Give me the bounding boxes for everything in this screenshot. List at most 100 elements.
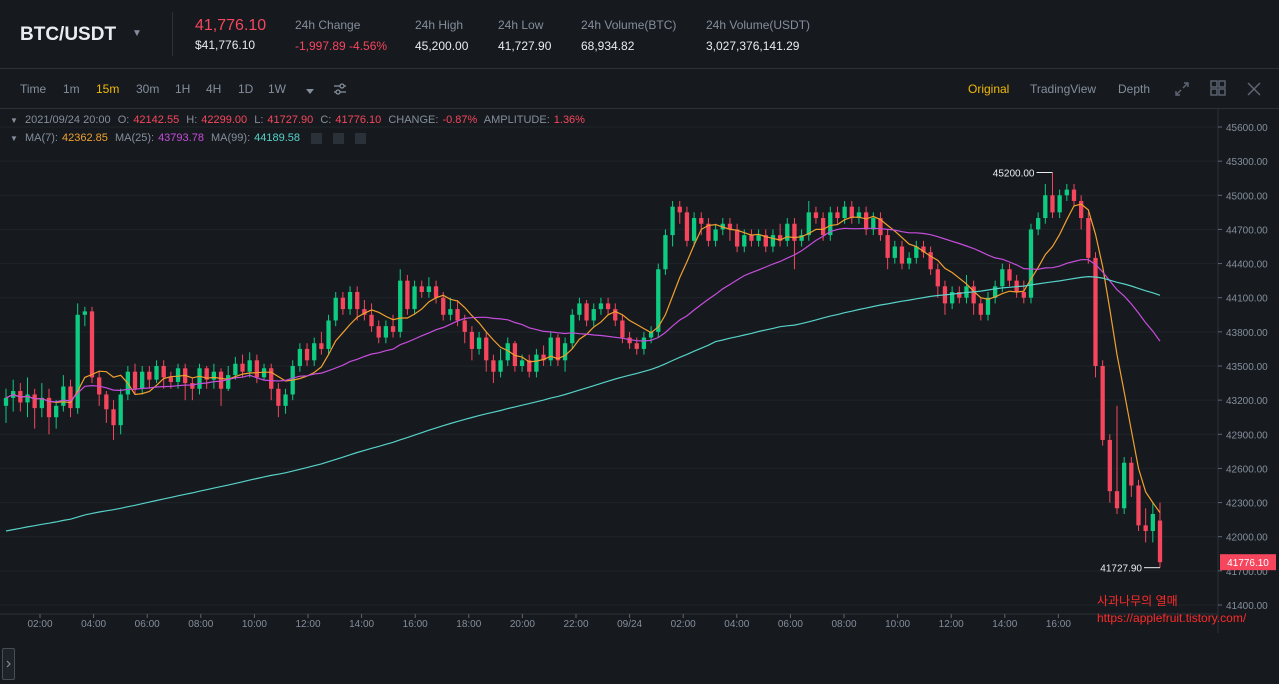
candle-body [226,375,231,389]
settings-sliders-icon[interactable] [333,82,347,101]
close-icon[interactable] [355,132,367,144]
candle-body [297,348,303,366]
candle-body [548,337,553,361]
candle-body [1007,269,1012,281]
caret-down-icon[interactable]: ▼ [132,28,142,39]
pair-selector[interactable]: BTC/USDT [20,24,117,45]
candle-body [620,320,625,338]
ticker-header: BTC/USDT ▼ 41,776.10 $41,776.10 24h Chan… [0,0,1279,69]
candle-body [340,297,346,310]
divider [172,12,173,56]
candle-body [878,218,883,236]
tab-depth[interactable]: Depth [1118,82,1151,96]
tab-1d[interactable]: 1D [238,82,254,96]
price-chart[interactable]: 45600.00 45300.00 45000.00 44700.00 44400.00… [0,109,1279,680]
tab-1m[interactable]: 1m [63,82,80,96]
candle-body [362,309,367,315]
candle-body [921,246,926,253]
candle-body [333,297,338,321]
tab-15m[interactable]: 15m [96,82,120,96]
candle-body [799,235,804,241]
candle-body [54,405,59,418]
candle-body [727,223,733,230]
candle-body [706,223,711,241]
candle-body [369,314,374,327]
candle-body [957,292,962,298]
candlestick-chart[interactable]: 45600.00 45300.00 45000.00 44700.00 44400.00… [0,109,1279,633]
candle-body [355,292,360,310]
x-tick-label: 06:00 [778,619,803,630]
legend-high: 42299.00 [201,114,248,126]
stat-value: 68,934.82 [581,39,635,53]
candle-body [168,377,174,382]
candle-body [161,366,166,378]
candle-body [634,343,639,349]
y-tick-label: 43500.00 [1226,362,1268,373]
tab-tradingview[interactable]: TradingView [1030,82,1097,96]
caret-down-icon[interactable]: ▼ [10,134,18,143]
candle-body [484,337,489,361]
eye-icon[interactable] [311,132,323,144]
layout-grid-icon[interactable] [1210,80,1226,101]
candle-body [1086,218,1091,258]
candle-body [68,386,73,409]
candle-body [648,331,654,338]
x-tick-label: 12:00 [295,619,320,630]
candle-body [82,311,87,315]
candle-body [240,363,245,372]
candle-body [828,212,833,236]
candle-body [204,368,209,380]
candle-body [376,326,381,338]
legend-c-label: C: [320,114,332,126]
settings-icon[interactable] [333,132,345,144]
candle-body [304,348,310,361]
stat-value: 3,027,376,141.29 [706,39,800,53]
stat-24h-change: 24h Change -1,997.89 -4.56% [295,18,387,53]
candle-body [1129,462,1134,486]
candle-body [806,212,811,236]
close-icon[interactable] [1247,82,1261,101]
y-tick-label: 45600.00 [1226,123,1268,134]
y-tick-label: 42900.00 [1226,430,1268,441]
candle-body [949,292,955,304]
candle-body [519,360,525,366]
legend-h-label: H: [186,114,198,126]
expand-icon[interactable] [1174,81,1190,102]
chevron-right-icon[interactable] [2,648,15,680]
caret-down-icon[interactable] [305,83,315,101]
tab-30m[interactable]: 30m [136,82,160,96]
x-tick-label: 02:00 [27,619,52,630]
candle-body [763,235,768,247]
candle-body [104,394,109,410]
y-tick-label: 44700.00 [1226,225,1268,236]
tab-1h[interactable]: 1H [175,82,191,96]
y-tick-label: 43200.00 [1226,396,1268,407]
candle-body [598,303,604,310]
candle-body [1043,195,1048,219]
candle-body [405,280,410,310]
candle-body [398,280,403,332]
legend-o-label: O: [117,114,130,126]
y-tick-label: 44400.00 [1226,260,1268,271]
caret-down-icon[interactable]: ▼ [10,116,18,125]
candle-body [455,309,460,321]
candle-body [462,320,467,332]
tab-4h[interactable]: 4H [206,82,222,96]
candle-body [32,394,37,409]
candle-body [233,363,238,376]
candle-body [448,309,453,315]
candle-body [971,286,976,304]
candle-body [742,235,747,247]
stat-value: 41,727.90 [498,39,552,53]
tab-time[interactable]: Time [20,82,47,96]
candle-body [433,286,439,298]
candle-body [1100,366,1105,440]
tab-original[interactable]: Original [968,82,1010,96]
watermark-title: 사과나무의 열매 [1097,594,1178,608]
candle-body [283,394,288,406]
candle-body [247,360,252,372]
candle-body [419,286,424,293]
tab-1w[interactable]: 1W [268,82,286,96]
chart-toolbar: Time 1m 15m 30m 1H 4H 1D 1W Original Tra… [0,69,1279,109]
y-tick-label: 41700.00 [1226,567,1268,578]
